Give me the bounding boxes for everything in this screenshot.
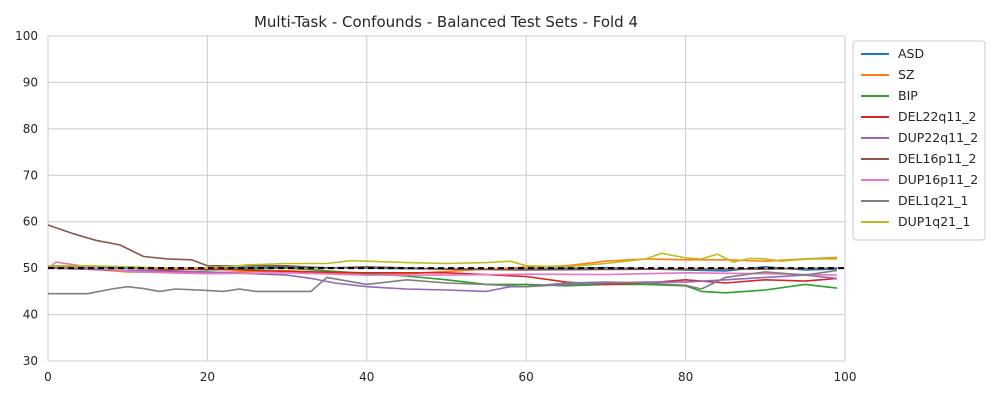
series-line-dup1q21-1 [48,252,837,269]
plot-frame [47,35,846,362]
legend-label: ASD [898,46,924,61]
legend-label: DEL22q11_2 [898,109,976,124]
series-line-del22q11-2 [47,267,838,286]
x-tick-label: 20 [200,370,215,384]
series-line-dup16p11-2 [47,261,838,276]
legend-label: DUP16p11_2 [898,172,978,187]
y-tick-label: 80 [23,122,38,136]
legend-label: BIP [898,88,918,103]
y-tick-label: 30 [23,354,38,368]
legend-box [852,40,986,241]
chart-title: Multi-Task - Confounds - Balanced Test S… [254,13,638,31]
series-line-del16p11-2 [47,224,838,271]
y-tick-label: 70 [23,168,38,182]
y-tick-label: 50 [23,261,38,275]
legend-label: DUP1q21_1 [898,214,970,229]
legend: ASD SZ BIP DEL22q11_2 DUP22q11_2 DEL16p11_2 DU… [852,40,986,241]
y-tick-label: 90 [23,75,38,89]
x-tick-label: 40 [359,370,374,384]
y-tick-label: 100 [15,29,38,43]
series-lines [47,224,838,295]
x-tick-label: 80 [678,370,693,384]
y-tick-label: 40 [23,308,38,322]
legend-label: DEL1q21_1 [898,193,968,208]
axes: 0 20 40 60 80 100 30 40 50 60 70 80 90 100 [15,29,856,384]
x-tick-label: 100 [834,370,857,384]
legend-label: DUP22q11_2 [898,130,978,145]
legend-label: DEL16p11_2 [898,151,976,166]
legend-label: SZ [898,67,915,82]
grid [47,35,846,362]
x-tick-label: 0 [44,370,52,384]
y-tick-label: 60 [23,215,38,229]
series-line-del1q21-1 [48,269,838,295]
x-tick-label: 60 [519,370,534,384]
